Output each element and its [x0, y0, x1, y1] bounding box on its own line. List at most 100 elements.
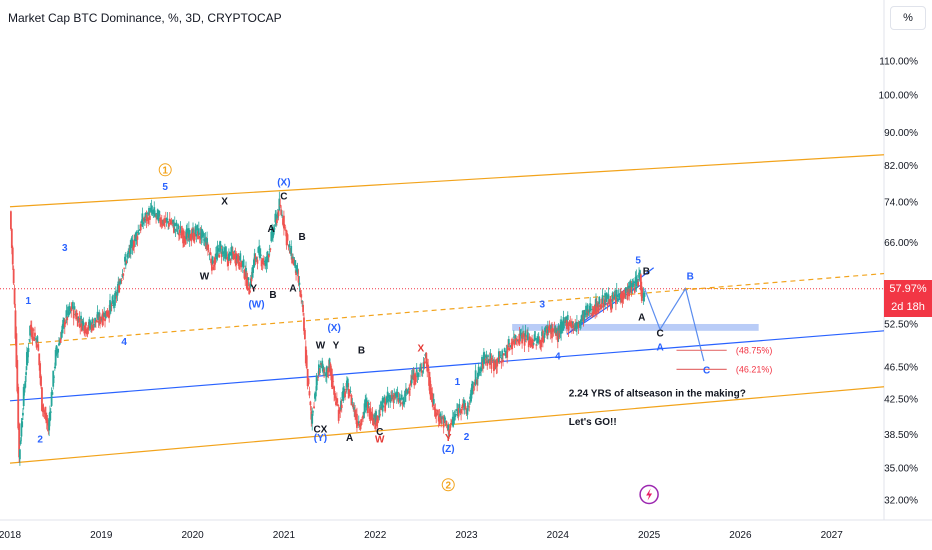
candle-body — [483, 355, 486, 358]
candle-body — [407, 388, 410, 390]
candle-body — [52, 370, 55, 387]
candle-body — [12, 268, 15, 284]
candle-body — [484, 358, 487, 361]
candle-body — [337, 409, 340, 421]
candle-body — [120, 279, 123, 281]
lightning-icon-ring — [639, 484, 659, 505]
candle-body — [615, 296, 617, 305]
circle-wave-marker — [441, 478, 455, 492]
candle-body — [506, 351, 509, 358]
candle-body — [88, 319, 91, 326]
candle-body — [400, 394, 403, 400]
candle-body — [470, 389, 472, 402]
candle-body — [49, 411, 51, 422]
candle-body — [417, 373, 420, 377]
candle-body — [272, 227, 275, 235]
candle-body — [443, 416, 446, 420]
candle-body — [65, 310, 68, 319]
x-tick-label: 2018 — [0, 530, 22, 541]
x-tick-label: 2023 — [455, 530, 478, 541]
candle-body — [84, 326, 87, 334]
candle-body — [461, 406, 463, 408]
candle-body — [263, 263, 265, 266]
candle-body — [450, 422, 452, 425]
candle-body — [239, 253, 242, 261]
candle-body — [75, 313, 78, 320]
wave-label: (Z) — [442, 444, 455, 455]
candle-body — [302, 304, 304, 313]
candle-body — [500, 361, 503, 364]
candle-body — [298, 282, 301, 285]
candle-body — [252, 267, 255, 273]
candle-body — [580, 319, 582, 324]
candle-body — [290, 245, 293, 256]
candle-body — [368, 408, 371, 420]
candle-body — [254, 255, 257, 261]
wave-label: A — [268, 224, 275, 235]
candle-body — [111, 296, 114, 303]
candle-body — [428, 372, 430, 386]
candle-body — [114, 293, 116, 306]
candle-body — [249, 278, 252, 287]
candle-body — [514, 334, 517, 339]
candle-body — [50, 392, 53, 406]
candle-body — [152, 210, 155, 213]
lightning-icon — [639, 484, 659, 505]
candle-body — [315, 375, 318, 391]
candle-body — [227, 253, 230, 261]
candle-body — [507, 346, 509, 351]
candle-body — [400, 402, 402, 404]
wave-label: B — [643, 267, 650, 278]
candle-body — [209, 252, 212, 255]
candle-body — [168, 218, 171, 222]
candle-body — [307, 378, 310, 385]
candle-body — [42, 407, 45, 411]
candle-body — [92, 324, 95, 331]
candle-body — [362, 412, 365, 415]
candle-body — [319, 365, 322, 367]
candle-body — [455, 414, 458, 416]
circle-wave-label: 1 — [162, 165, 168, 176]
candle-body — [454, 414, 457, 418]
candle-body — [323, 369, 325, 373]
candle-body — [217, 248, 220, 252]
candle-body — [542, 336, 545, 341]
candle-body — [579, 321, 582, 326]
candle-body — [303, 317, 305, 331]
candle-body — [306, 368, 309, 387]
candle-body — [82, 322, 85, 326]
candle-body — [508, 347, 511, 351]
candle-body — [102, 313, 105, 321]
candle-body — [242, 259, 245, 268]
candle-body — [196, 224, 199, 231]
candle-body — [231, 251, 234, 254]
candle-body — [327, 366, 330, 373]
candle-body — [383, 396, 386, 403]
candle-body — [351, 402, 354, 404]
candle-body — [150, 205, 153, 213]
candle-body — [375, 419, 378, 427]
candle-body — [148, 208, 150, 215]
candle-body — [405, 388, 407, 396]
candle-body — [511, 342, 514, 350]
candle-body — [18, 423, 21, 458]
note-line-2: Let's GO!! — [569, 417, 617, 428]
wave-label: B — [269, 290, 276, 301]
percent-scale-button[interactable]: % — [890, 6, 926, 30]
candle-body — [13, 288, 16, 305]
wave-label: 1 — [25, 296, 31, 307]
candle-body — [595, 298, 597, 307]
candle-body — [43, 410, 46, 413]
wave-label: W — [316, 341, 326, 352]
candle-body — [180, 232, 183, 239]
candle-body — [384, 402, 387, 412]
wave-label: 2 — [464, 432, 470, 443]
candle-body — [108, 309, 111, 318]
candle-body — [381, 397, 384, 412]
candle-body — [292, 256, 294, 259]
candle-body — [67, 312, 70, 315]
candle-body — [479, 372, 482, 373]
candle-body — [467, 405, 470, 407]
candle-body — [486, 360, 489, 366]
